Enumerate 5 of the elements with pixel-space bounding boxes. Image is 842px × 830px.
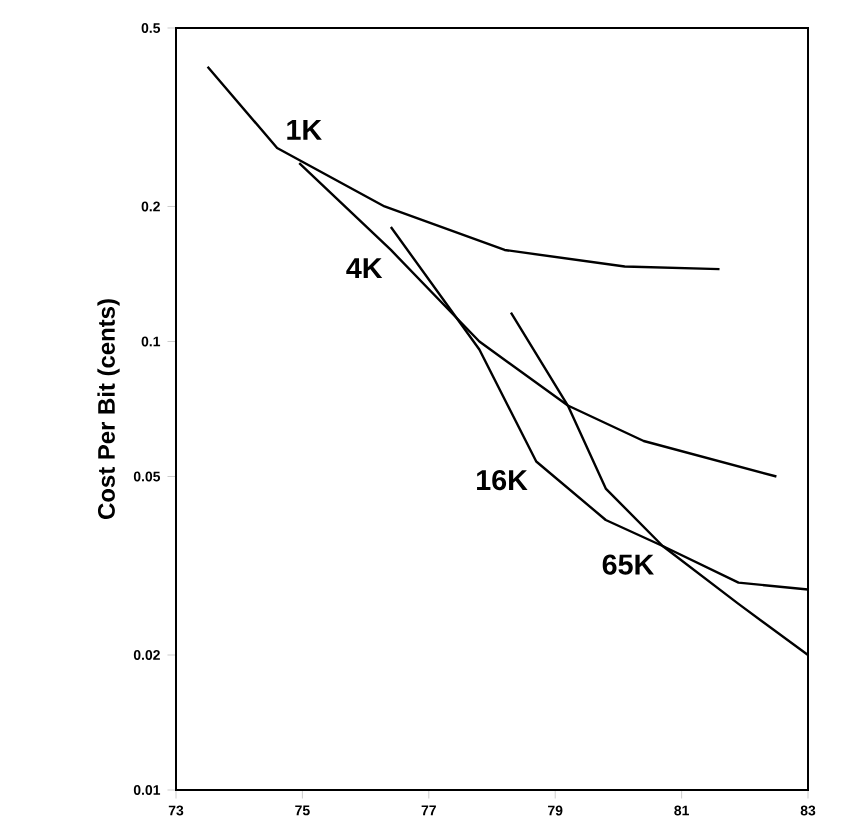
- series-label: 16K: [477, 469, 528, 491]
- series-label: 65K: [602, 554, 654, 575]
- series-label: 1K: [287, 119, 322, 140]
- series-label: 4K: [346, 258, 383, 279]
- y-axis-title: Cost Per Bit (cents): [97, 299, 120, 519]
